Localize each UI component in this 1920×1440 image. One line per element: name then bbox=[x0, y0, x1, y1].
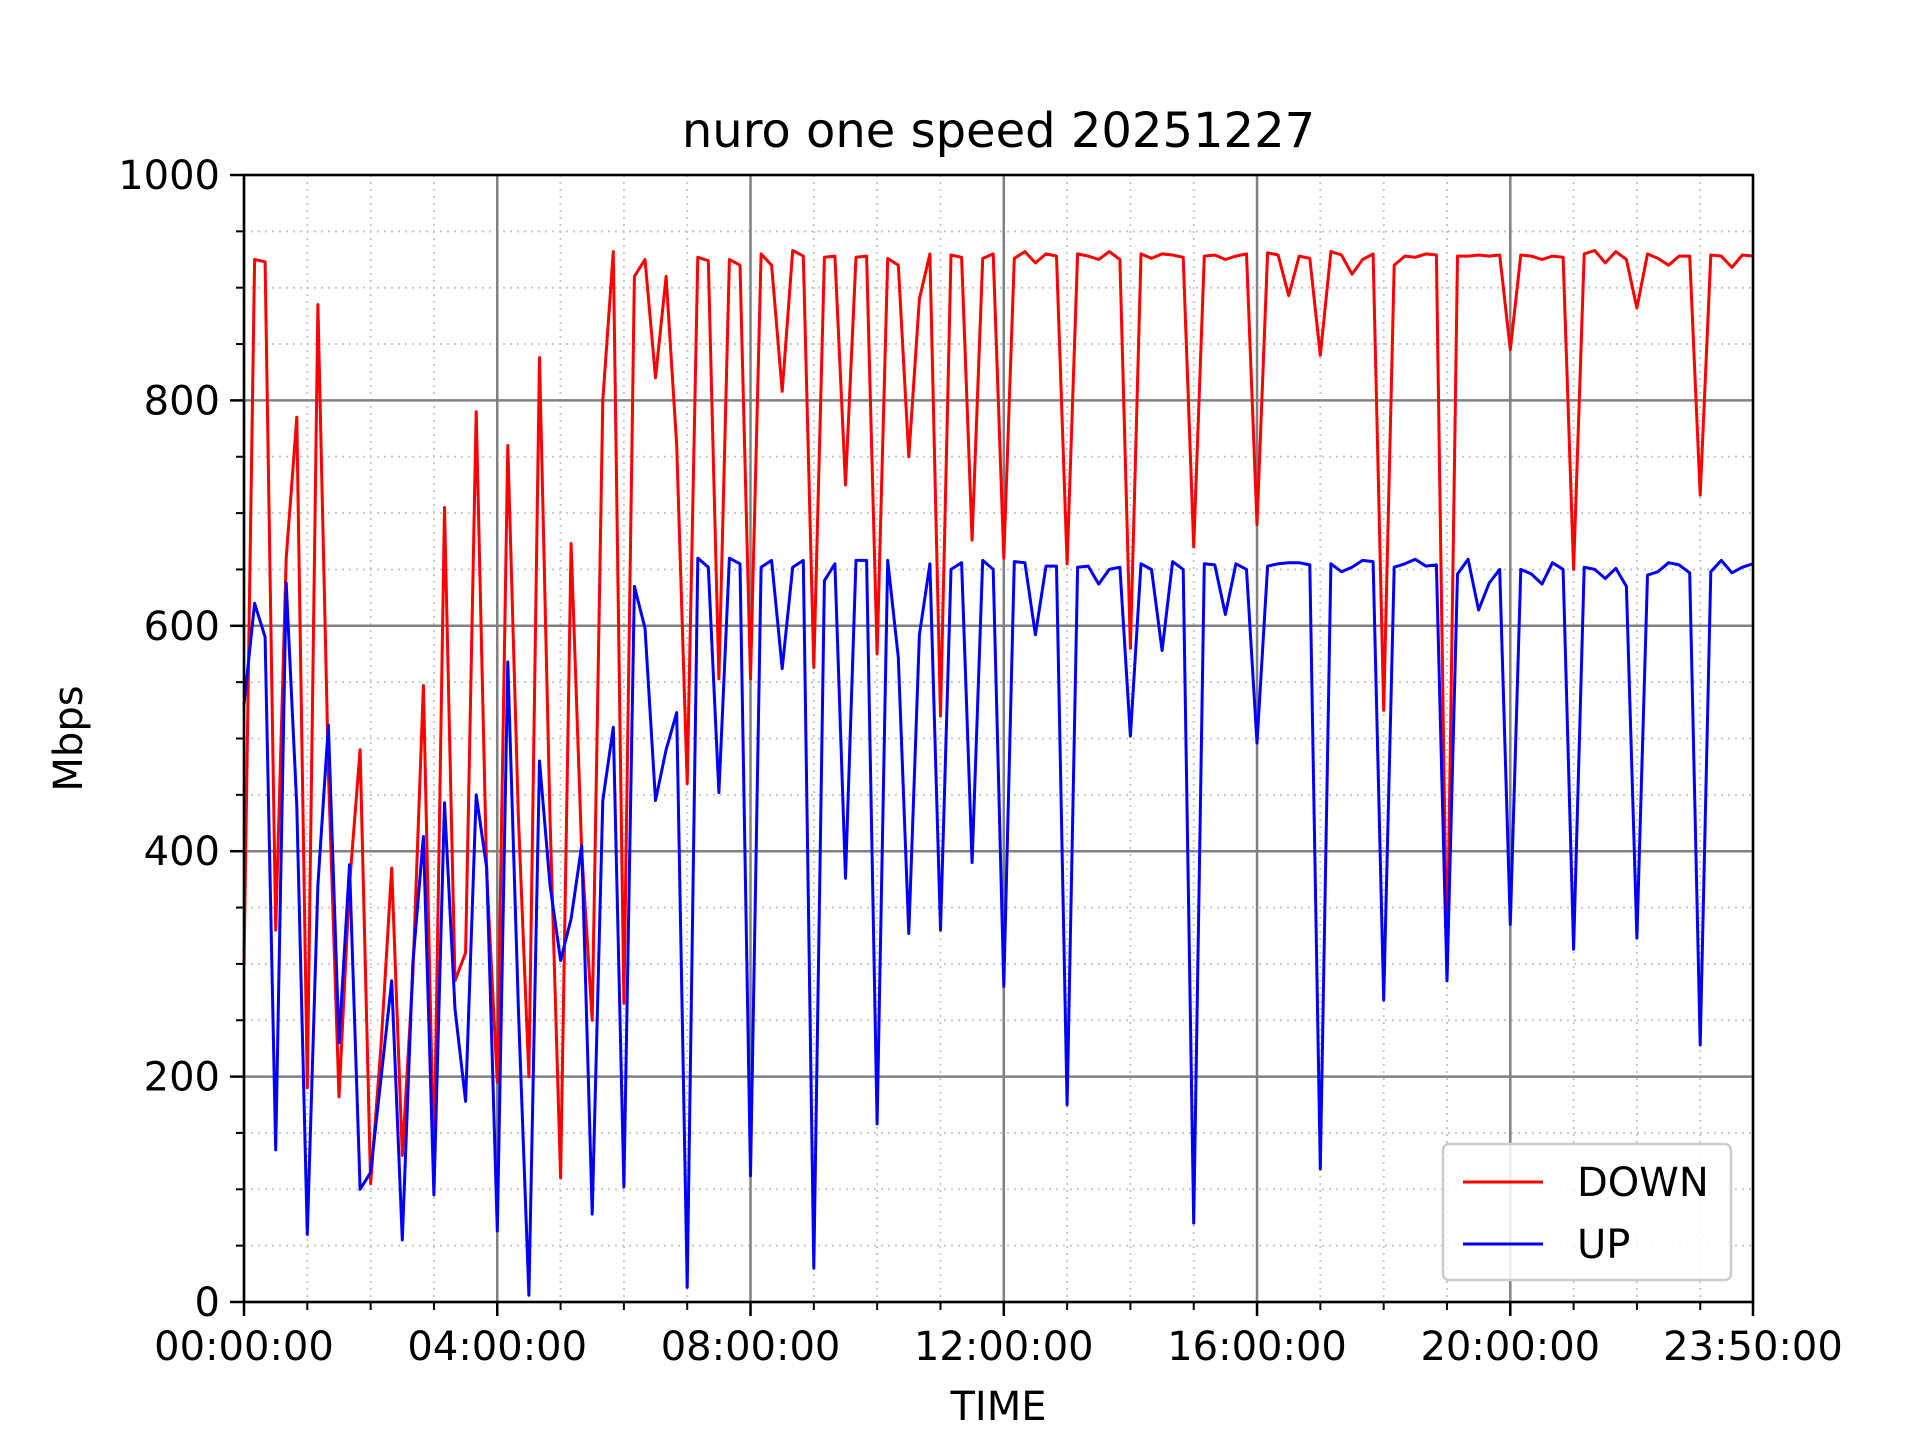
y-tick-label: 1000 bbox=[118, 153, 220, 199]
x-axis-title: TIME bbox=[949, 1384, 1046, 1430]
legend: DOWN UP bbox=[1441, 1142, 1733, 1282]
x-tick-label: 00:00:00 bbox=[154, 1324, 334, 1370]
legend-label-down: DOWN bbox=[1577, 1160, 1709, 1206]
legend-label-up: UP bbox=[1577, 1222, 1630, 1268]
y-tick-label: 0 bbox=[195, 1280, 220, 1326]
y-tick-label: 400 bbox=[144, 829, 220, 875]
x-tick-label: 08:00:00 bbox=[661, 1324, 841, 1370]
series-line-up bbox=[242, 556, 1754, 1297]
x-tick-label: 16:00:00 bbox=[1167, 1324, 1347, 1370]
x-tick-label: 23:50:00 bbox=[1663, 1324, 1843, 1370]
y-tick-label: 600 bbox=[144, 604, 220, 650]
x-tick-label: 04:00:00 bbox=[407, 1324, 587, 1370]
x-tick-label: 20:00:00 bbox=[1420, 1324, 1600, 1370]
y-tick-label: 200 bbox=[144, 1055, 220, 1101]
y-tick-label: 800 bbox=[144, 378, 220, 424]
series-lines bbox=[242, 249, 1754, 1297]
y-axis-title: Mbps bbox=[46, 685, 92, 791]
legend-box bbox=[1441, 1142, 1733, 1282]
tick-labels: 00:00:00 04:00:00 08:00:00 12:00:00 16:00:00… bbox=[118, 153, 1843, 1370]
x-tick-label: 12:00:00 bbox=[914, 1324, 1094, 1370]
chart-title: nuro one speed 20251227 bbox=[682, 103, 1315, 159]
axis-ticks bbox=[230, 173, 1755, 1316]
series-line-down bbox=[242, 249, 1754, 1186]
